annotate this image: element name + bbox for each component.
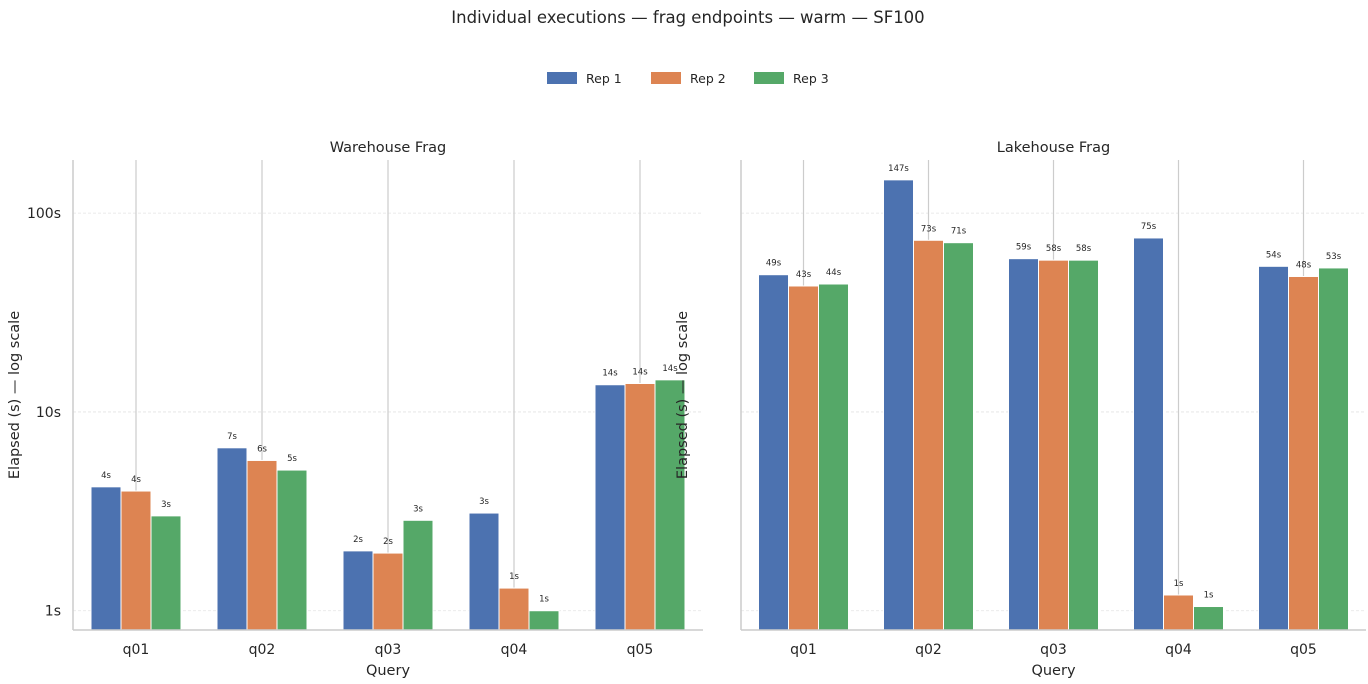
legend-label-rep-2: Rep 2 [690,71,726,86]
data-label: 59s [1016,243,1032,253]
bar-warehouse-q01-rep-2 [120,490,152,631]
panel-lakehouse: 49s 147s 59s 75s 54s 43s 73s 58s 1s 48s 44s 71s 58s 1… [675,140,1366,679]
bar-lakehouse-q04-rep-2 [1163,594,1194,631]
bar-warehouse-q04-rep-3 [528,610,560,631]
data-label: 4s [101,471,111,481]
x-tick-label: q01 [123,642,150,658]
data-label: 14s [602,369,618,379]
x-tick-label: q04 [501,642,528,658]
legend-swatch-rep-1 [547,72,577,84]
x-tick-label: q05 [1290,642,1317,658]
bar-lakehouse-q01-rep-1 [758,274,789,631]
bar-lakehouse-q01-rep-3 [818,283,849,631]
x-tick-label: q04 [1165,642,1192,658]
panel-warehouse: 1s 10s 100s 4s 7s 2s 3s 14s 4s 6s 2s 1s 14s 3s 5s 3s 1s 1… [7,140,703,679]
bar-warehouse-q01-rep-3 [150,515,182,631]
bar-lakehouse-q03-rep-1 [1008,258,1039,631]
bar-lakehouse-q04-rep-3 [1193,606,1224,631]
bar-warehouse-q03-rep-2 [372,552,404,631]
x-tick-label: q03 [375,642,402,658]
bar-warehouse-q05-rep-1 [594,384,626,631]
y-axis-label: Elapsed (s) — log scale [7,311,23,479]
legend-swatch-rep-3 [754,72,784,84]
data-label: 7s [227,432,237,442]
bar-lakehouse-q02-rep-3 [943,242,974,631]
bar-lakehouse-q03-rep-3 [1068,259,1099,631]
bar-warehouse-q04-rep-2 [498,587,530,631]
legend-swatch-rep-2 [651,72,681,84]
bar-lakehouse-q03-rep-2 [1038,259,1069,631]
data-label: 4s [131,475,141,485]
bar-lakehouse-q05-rep-3 [1318,267,1349,631]
figure-title: Individual executions — frag endpoints —… [451,8,924,27]
bar-warehouse-q05-rep-2 [624,382,656,631]
data-label: 58s [1046,244,1062,254]
legend: Rep 1 Rep 2 Rep 3 [547,71,829,86]
legend-label-rep-3: Rep 3 [793,71,829,86]
data-label: 3s [161,500,171,510]
y-axis-label: Elapsed (s) — log scale [675,311,691,479]
panel-title: Warehouse Frag [330,140,447,156]
bar-warehouse-q05-rep-3 [654,379,686,631]
data-label: 44s [826,268,842,278]
data-label: 14s [662,364,678,374]
bar-warehouse-q04-rep-1 [468,512,500,631]
x-tick-label: q02 [249,642,276,658]
bar-warehouse-q02-rep-3 [276,469,308,631]
data-label: 2s [353,535,363,545]
x-tick-label: q02 [915,642,942,658]
y-tick-label: 10s [36,405,61,421]
data-label: 1s [509,572,519,582]
bar-warehouse-q01-rep-1 [90,486,122,631]
bar-warehouse-q03-rep-3 [402,519,434,631]
bar-warehouse-q02-rep-1 [216,447,248,631]
bar-warehouse-q03-rep-1 [342,550,374,631]
x-tick-label: q05 [627,642,654,658]
bar-lakehouse-q02-rep-1 [883,179,914,631]
data-label: 3s [413,504,423,514]
data-label: 147s [888,164,909,174]
legend-label-rep-1: Rep 1 [586,71,622,86]
data-label: 53s [1326,252,1342,262]
data-label: 58s [1076,244,1092,254]
data-label: 3s [479,497,489,507]
data-label: 14s [632,367,648,377]
bar-lakehouse-q04-rep-1 [1133,237,1164,631]
data-label: 49s [766,259,782,269]
data-label: 1s [1204,591,1214,601]
panel-title: Lakehouse Frag [997,140,1110,156]
data-label: 54s [1266,250,1282,260]
bar-warehouse-q02-rep-2 [246,459,278,631]
data-label: 2s [383,537,393,547]
y-tick-label: 1s [45,604,61,620]
bar-lakehouse-q01-rep-2 [788,285,819,631]
x-axis-label: Query [366,663,410,679]
data-label: 43s [796,270,812,280]
data-label: 75s [1141,222,1157,232]
x-axis-label: Query [1031,663,1075,679]
data-label: 71s [951,227,967,237]
data-label: 1s [539,595,549,605]
x-tick-label: q01 [790,642,817,658]
data-label: 48s [1296,260,1312,270]
bar-lakehouse-q02-rep-2 [913,239,944,631]
bar-lakehouse-q05-rep-2 [1288,275,1319,631]
data-label: 6s [257,444,267,454]
data-label: 73s [921,224,937,234]
data-label: 5s [287,454,297,464]
bar-lakehouse-q05-rep-1 [1258,265,1289,631]
y-tick-label: 100s [27,206,61,222]
x-tick-label: q03 [1040,642,1067,658]
data-label: 1s [1174,579,1184,589]
